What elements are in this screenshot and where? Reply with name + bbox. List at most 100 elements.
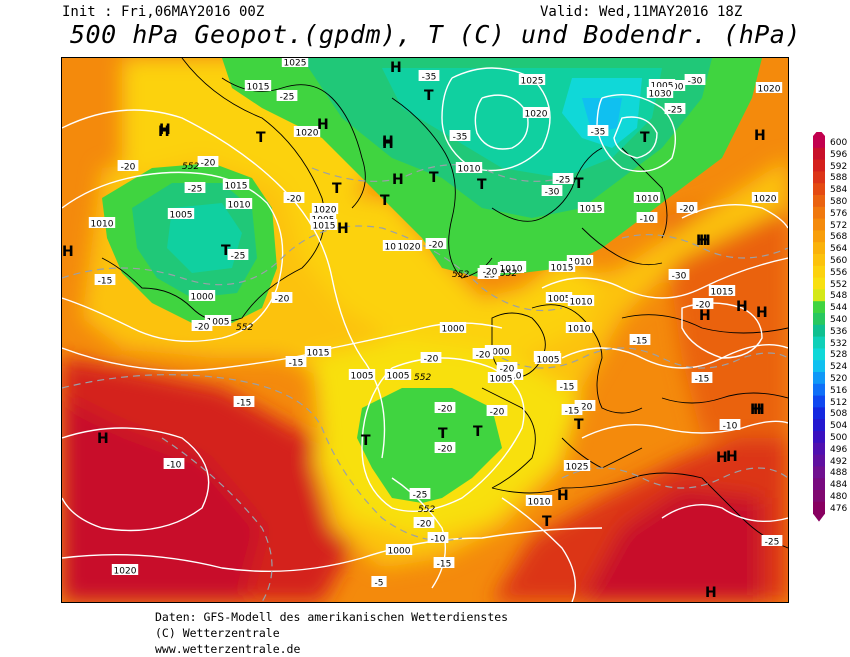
- legend-level-label: 512: [830, 397, 848, 408]
- isobar-value-label: 1020: [522, 107, 550, 120]
- legend-swatch: [813, 348, 825, 361]
- high-pressure-marker: H: [97, 431, 109, 447]
- svg-text:1010: 1010: [458, 165, 481, 175]
- isobar-value-label: 1005: [648, 79, 676, 92]
- legend-level-label: 560: [830, 256, 848, 266]
- svg-text:-15: -15: [560, 383, 575, 393]
- legend-colorbar: [813, 132, 825, 522]
- svg-text:-30: -30: [672, 272, 687, 282]
- isobar-value-label: 1020: [111, 564, 139, 577]
- svg-text:-25: -25: [668, 106, 683, 116]
- legend-swatch: [813, 431, 825, 444]
- legend-swatch: [813, 254, 825, 267]
- chart-title: 500 hPa Geopot.(gpdm), T (C) und Bodendr…: [70, 20, 801, 49]
- svg-text:1015: 1015: [313, 222, 336, 232]
- svg-text:1005: 1005: [548, 295, 571, 305]
- legend-swatch: [813, 336, 825, 349]
- legend-level-label: 540: [830, 315, 848, 325]
- svg-text:1025: 1025: [521, 77, 544, 87]
- isotherm-value-label: -25: [227, 249, 249, 262]
- isobar-value-label: 1015: [304, 346, 332, 359]
- isobar-value-label: 1005: [384, 369, 412, 382]
- legend-level-label: 536: [830, 326, 848, 337]
- svg-text:-15: -15: [633, 337, 648, 347]
- svg-text:1010: 1010: [91, 220, 114, 230]
- legend-swatch: [813, 171, 825, 184]
- high-pressure-marker: H: [716, 450, 728, 466]
- svg-text:1000: 1000: [442, 325, 465, 335]
- isobar-value-label: 1000: [188, 290, 216, 303]
- legend-swatch: [813, 230, 825, 243]
- svg-text:1005: 1005: [490, 375, 513, 385]
- svg-text:-20: -20: [696, 301, 711, 311]
- high-pressure-marker: H: [382, 136, 394, 152]
- svg-text:1010: 1010: [568, 325, 591, 335]
- svg-text:-20: -20: [287, 195, 302, 205]
- legend-swatch: [813, 289, 825, 302]
- legend-level-label: 552: [830, 279, 848, 290]
- isobar-value-label: 1020: [751, 192, 779, 205]
- legend-swatch: [813, 395, 825, 408]
- svg-text:-20: -20: [476, 351, 491, 361]
- svg-text:-10: -10: [723, 422, 738, 432]
- svg-text:-20: -20: [429, 241, 444, 251]
- svg-text:-20: -20: [121, 163, 136, 173]
- isotherm-value-label: -35: [587, 125, 609, 138]
- svg-text:-15: -15: [565, 407, 580, 417]
- legend-level-label: 576: [830, 208, 848, 219]
- isotherm-value-label: -25: [552, 173, 574, 186]
- legend-level-label: 516: [830, 385, 848, 396]
- legend-level-label: 488: [830, 468, 848, 479]
- high-pressure-marker: H: [705, 585, 717, 601]
- svg-text:1025: 1025: [284, 59, 307, 69]
- isobar-value-label: 1015: [244, 80, 272, 93]
- legend-level-label: 572: [830, 220, 848, 231]
- legend-swatch: [813, 419, 825, 432]
- legend-top-arrow: [813, 132, 825, 136]
- init-time-label: Init : Fri,06MAY2016 00Z: [62, 4, 265, 20]
- svg-text:1000: 1000: [191, 293, 214, 303]
- isobar-value-label: 1005: [534, 353, 562, 366]
- svg-text:1015: 1015: [580, 205, 603, 215]
- isotherm-value-label: -15: [433, 557, 455, 570]
- isotherm-value-label: -25: [184, 182, 206, 195]
- valid-time-label: Valid: Wed,11MAY2016 18Z: [540, 4, 743, 20]
- svg-text:1020: 1020: [525, 110, 548, 120]
- svg-text:-20: -20: [275, 295, 290, 305]
- isotherm-value-label: -20: [472, 348, 494, 361]
- svg-text:1020: 1020: [398, 243, 421, 253]
- footer-url: www.wetterzentrale.de: [155, 642, 301, 656]
- svg-text:-35: -35: [453, 133, 468, 143]
- isotherm-value-label: -15: [233, 396, 255, 409]
- isobar-value-label: 1010: [633, 192, 661, 205]
- svg-text:1010: 1010: [570, 298, 593, 308]
- svg-text:-30: -30: [688, 77, 703, 87]
- pressure-labels: 1015102510251000100510301020102010201010…: [88, 58, 783, 577]
- geopotential-value-label: 552: [414, 373, 431, 383]
- isobar-value-label: 1000: [439, 322, 467, 335]
- svg-text:1005: 1005: [387, 372, 410, 382]
- legend-swatch: [813, 478, 825, 491]
- isotherm-value-label: -15: [691, 372, 713, 385]
- low-pressure-marker: T: [332, 181, 342, 197]
- legend-level-label: 508: [830, 409, 848, 420]
- legend-bottom-arrow: [813, 513, 825, 522]
- svg-text:-20: -20: [201, 159, 216, 169]
- weather-map: 1015102510251000100510301020102010201010…: [61, 57, 789, 603]
- isotherm-value-label: -20: [574, 400, 596, 413]
- isotherm-value-label: -25: [664, 103, 686, 116]
- isobar-value-label: 1020: [293, 126, 321, 139]
- svg-text:1015: 1015: [307, 349, 330, 359]
- svg-text:-20: -20: [483, 268, 498, 278]
- legend-swatch: [813, 490, 825, 503]
- high-pressure-marker: H: [736, 299, 748, 315]
- svg-text:-25: -25: [765, 538, 780, 548]
- footer-credits: Daten: GFS-Modell des amerikanischen Wet…: [155, 609, 508, 657]
- legend-swatch: [813, 442, 825, 456]
- high-pressure-marker: H: [390, 60, 402, 76]
- isotherm-value-label: -20: [486, 405, 508, 418]
- svg-text:-25: -25: [231, 252, 246, 262]
- isotherm-value-label: -15: [556, 380, 578, 393]
- isobar-value-label: 1020: [311, 203, 339, 216]
